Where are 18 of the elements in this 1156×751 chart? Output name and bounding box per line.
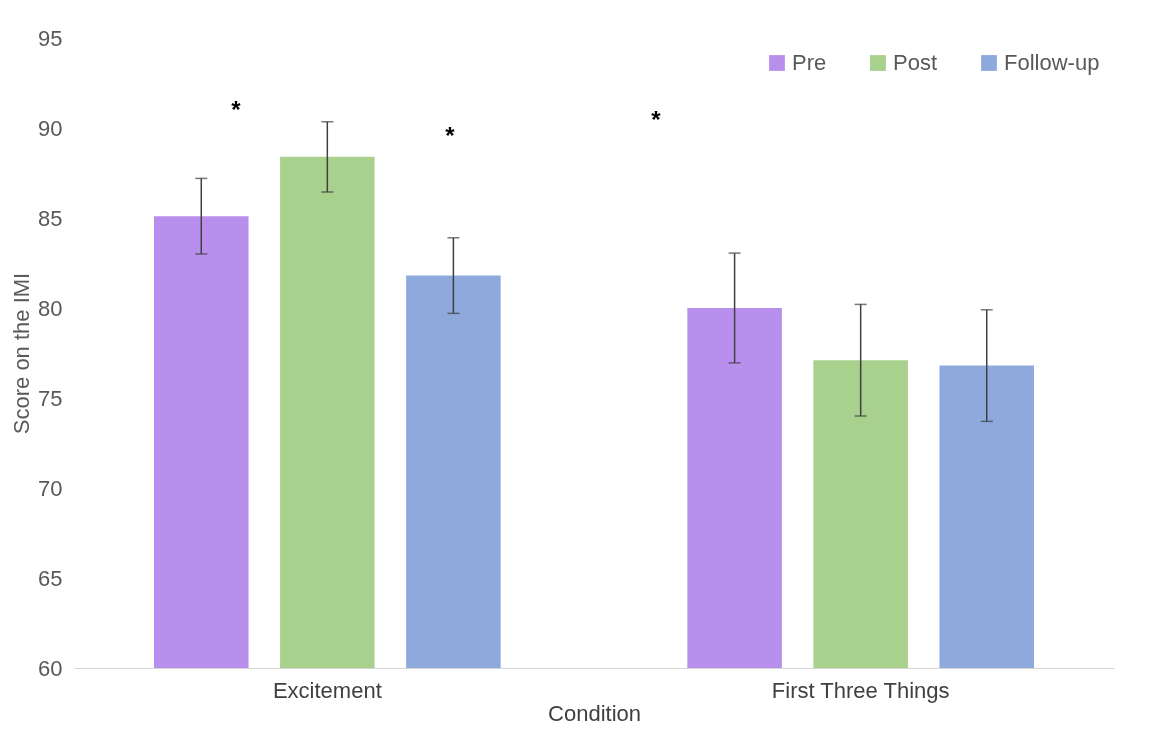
- y-tick-label: 60: [38, 655, 63, 681]
- x-axis-title: Condition: [548, 700, 641, 726]
- annotation: *: [651, 106, 662, 133]
- x-tick-label: Excitement: [272, 677, 382, 703]
- legend-label: Pre: [792, 50, 827, 75]
- y-tick-label: 65: [38, 565, 63, 591]
- y-tick-label: 70: [38, 475, 63, 501]
- x-tick-label: First Three Things: [771, 677, 950, 703]
- y-tick-label: 75: [38, 385, 63, 411]
- y-tick-label: 90: [38, 115, 63, 141]
- legend-label: Follow-up: [1004, 50, 1100, 75]
- annotation: *: [231, 96, 242, 123]
- y-tick-label: 85: [38, 205, 63, 231]
- annotation: *: [445, 122, 456, 149]
- y-tick-label: 80: [38, 295, 63, 321]
- legend-label: Post: [893, 50, 938, 75]
- y-tick-label: 95: [38, 25, 63, 51]
- y-axis-title: Score on the IMI: [9, 272, 35, 435]
